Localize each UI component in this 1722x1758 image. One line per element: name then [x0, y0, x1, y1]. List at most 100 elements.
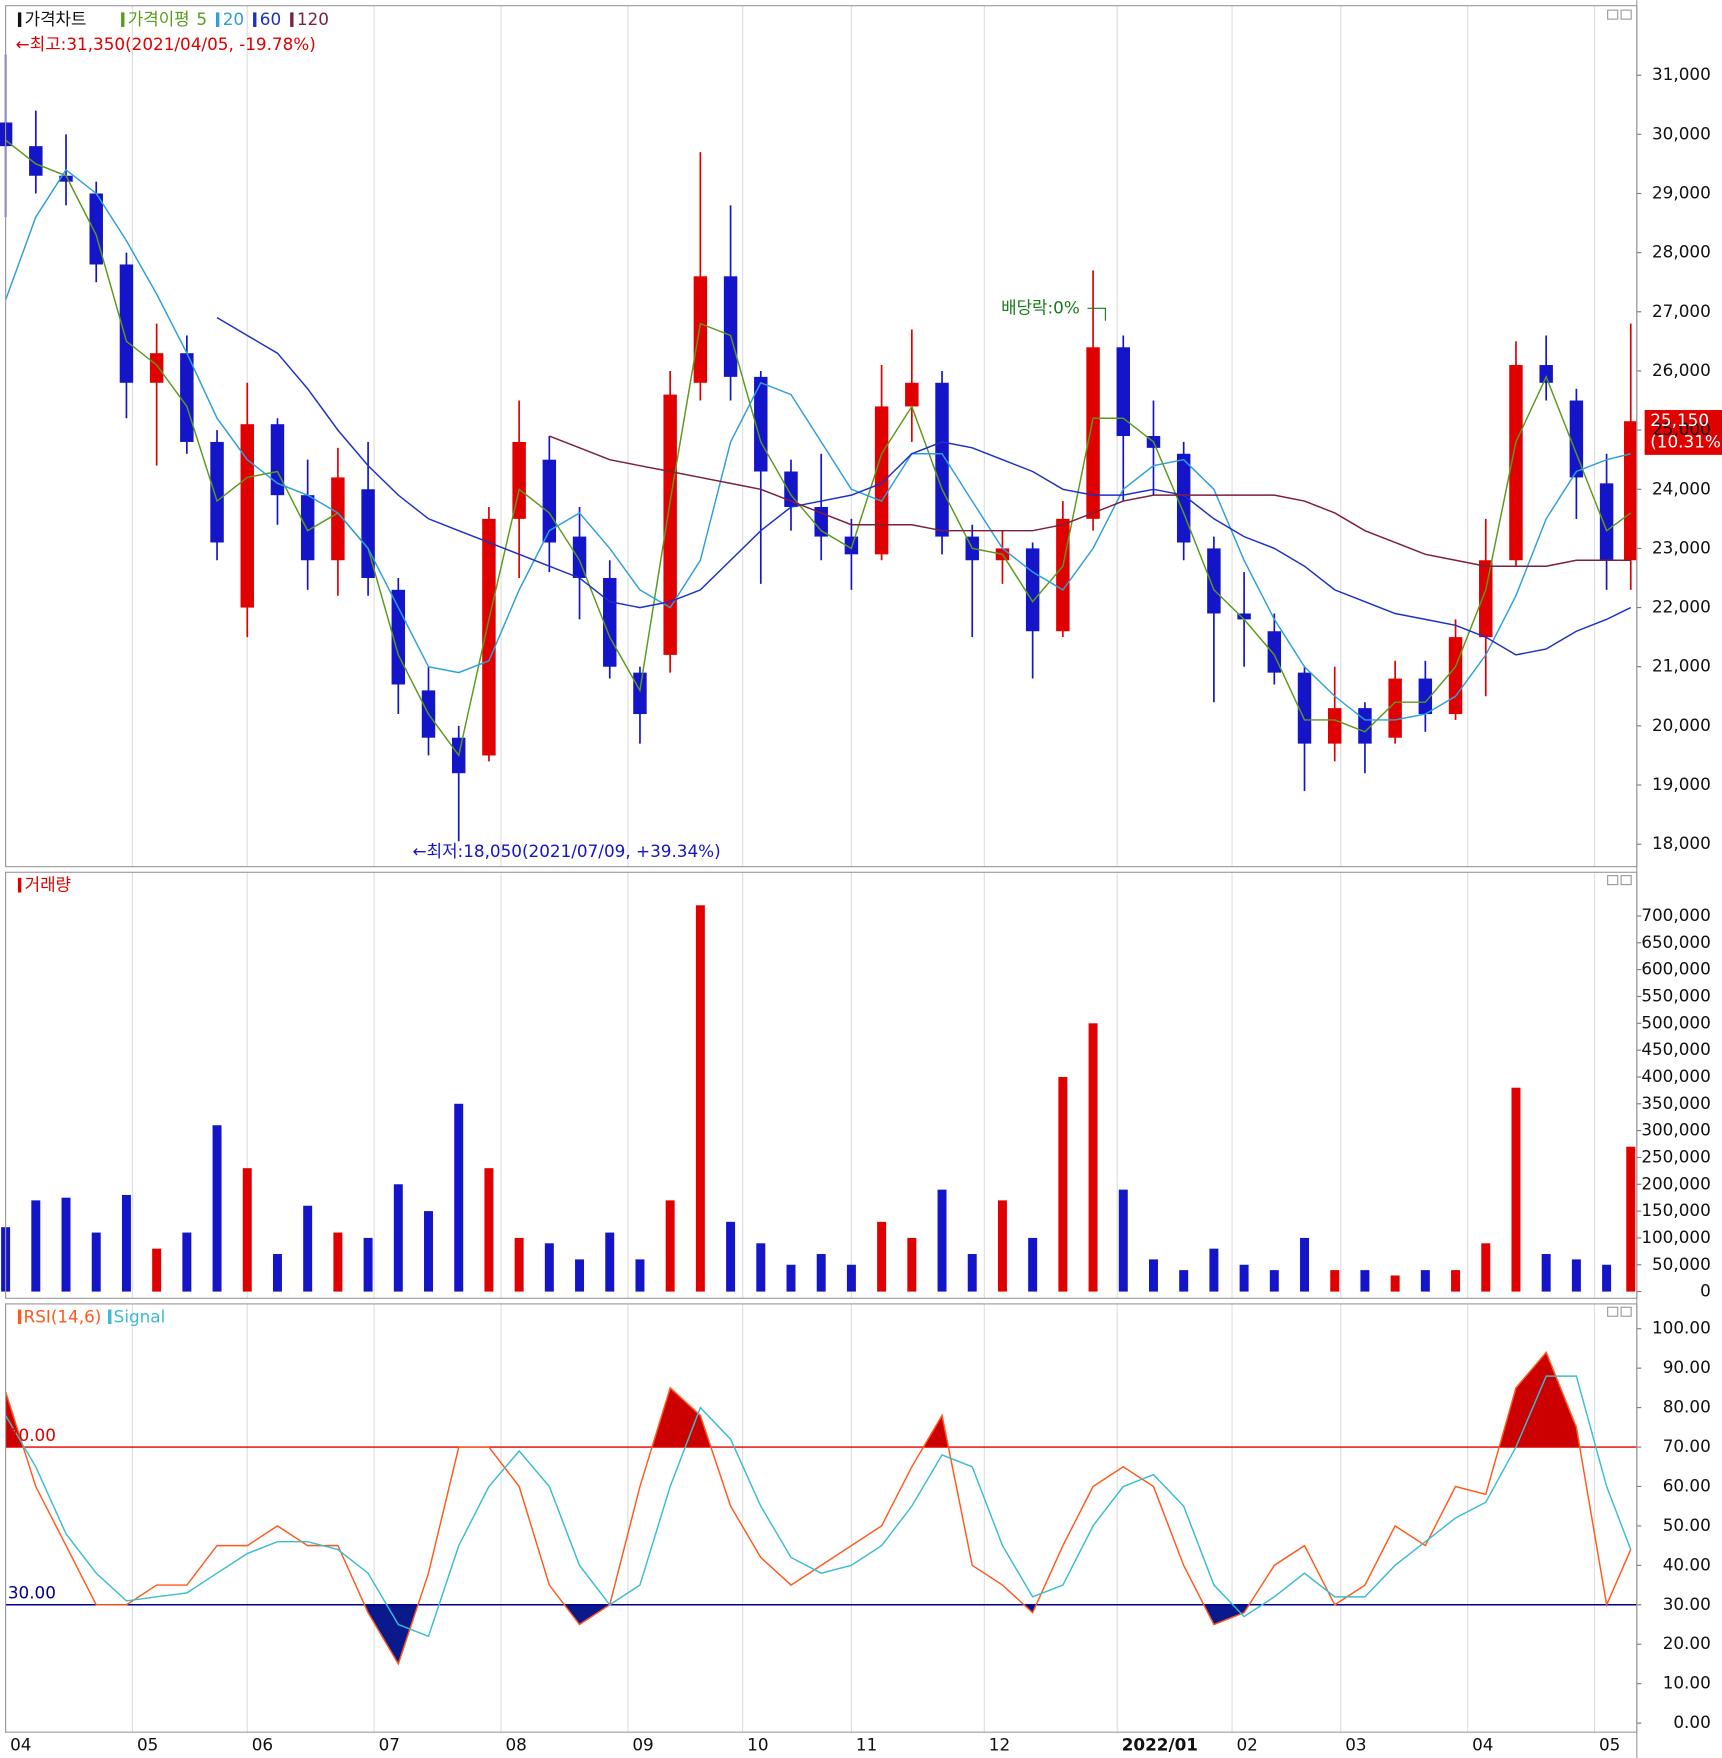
- candle-body: [29, 146, 43, 176]
- candle-body: [512, 441, 526, 519]
- panel-buttons[interactable]: [1607, 9, 1632, 1317]
- volume-bar: [997, 1200, 1007, 1292]
- candle-body: [240, 424, 254, 608]
- candle-body: [1599, 483, 1614, 561]
- y-tick-label: 550,000: [1641, 985, 1710, 1005]
- volume-bar: [1511, 1087, 1521, 1292]
- level-label: 70.00: [8, 1425, 56, 1445]
- y-tick-label: 24,000: [1652, 478, 1711, 498]
- y-tick-label: 30.00: [1663, 1594, 1711, 1614]
- x-tick-label: 07: [379, 1735, 400, 1755]
- minimize-button[interactable]: [1607, 9, 1619, 20]
- volume-bar: [242, 1168, 252, 1292]
- y-tick-label: 40.00: [1663, 1554, 1711, 1574]
- close-button[interactable]: [1620, 9, 1632, 20]
- candle-body: [844, 536, 859, 555]
- volume-bar: [303, 1205, 313, 1292]
- y-tick-label: 20,000: [1652, 715, 1711, 735]
- y-tick-label: 70.00: [1663, 1436, 1711, 1456]
- volume-bar: [424, 1211, 433, 1292]
- moving-average-line: [216, 317, 1632, 656]
- volume-bar: [695, 905, 705, 1292]
- volume-bar: [121, 1195, 131, 1292]
- candle-body: [1479, 560, 1493, 638]
- candle-body: [905, 382, 919, 407]
- volume-bar: [575, 1259, 585, 1292]
- y-tick-label: 600,000: [1641, 959, 1710, 979]
- x-tick-label: 09: [632, 1735, 653, 1755]
- volume-bar: [393, 1184, 403, 1292]
- y-tick-label: 26,000: [1652, 360, 1711, 380]
- volume-bar: [605, 1232, 615, 1292]
- close-button[interactable]: [1620, 1306, 1632, 1317]
- legend-label: Signal: [114, 1306, 166, 1326]
- volume-bar: [544, 1243, 554, 1292]
- candle-body: [482, 518, 496, 756]
- volume-bar: [1209, 1248, 1219, 1292]
- legend-swatch: [290, 12, 294, 27]
- y-tick-label: 100.00: [1652, 1318, 1711, 1338]
- minimize-button[interactable]: [1607, 1306, 1619, 1317]
- volume-bar: [726, 1221, 736, 1292]
- volume-bar: [1602, 1264, 1612, 1292]
- y-tick-label: 0: [1700, 1281, 1711, 1301]
- candle-body: [1237, 613, 1251, 620]
- volume-bar: [907, 1237, 917, 1292]
- x-tick-label: 05: [137, 1735, 158, 1755]
- y-tick-label: 31,000: [1652, 64, 1711, 84]
- volume-bar: [1420, 1270, 1430, 1292]
- candle-body: [331, 477, 345, 561]
- volume-bar: [514, 1237, 524, 1292]
- legend-label: 120: [297, 9, 329, 29]
- volume-bar: [967, 1254, 977, 1292]
- y-tick-label: 20.00: [1663, 1633, 1711, 1653]
- volume-bar: [1390, 1275, 1400, 1292]
- volume-bar: [846, 1264, 856, 1292]
- y-tick-label: 450,000: [1641, 1039, 1710, 1059]
- volume-bar: [786, 1264, 796, 1292]
- y-tick-label: 90.00: [1663, 1357, 1711, 1377]
- minimize-button[interactable]: [1607, 875, 1619, 886]
- volume-bar: [816, 1254, 826, 1292]
- close-button[interactable]: [1620, 875, 1632, 886]
- candle-body: [1297, 672, 1312, 744]
- volume-bar: [272, 1254, 282, 1292]
- last-price-box: [1644, 410, 1722, 455]
- price-title: 가격차트: [25, 9, 87, 29]
- volume-bar: [635, 1259, 645, 1292]
- volume-bar: [454, 1103, 464, 1292]
- rsi-line: [4, 1375, 1632, 1638]
- volume-bar: [1058, 1076, 1068, 1292]
- x-tick-label: 08: [505, 1735, 526, 1755]
- candle-body: [210, 441, 224, 543]
- volume-bar: [152, 1248, 162, 1292]
- candle-body: [119, 264, 134, 383]
- y-tick-label: 150,000: [1641, 1200, 1710, 1220]
- candle-body: [1509, 365, 1523, 561]
- volume-title: 거래량: [25, 875, 71, 895]
- x-tick-label: 2022/01: [1122, 1735, 1198, 1755]
- y-tick-label: 18,000: [1652, 833, 1711, 853]
- x-tick-label: 10: [747, 1735, 768, 1755]
- high-annotation: ←최고:31,350(2021/04/05, -19.78%): [16, 34, 316, 54]
- y-tick-label: 100,000: [1641, 1227, 1710, 1247]
- dividend-annotation: 배당락:0%: [1001, 297, 1080, 317]
- legend-label: 20: [223, 9, 244, 29]
- y-tick-label: 30,000: [1652, 123, 1711, 143]
- rsi-line: [4, 1351, 1632, 1666]
- x-tick-label: 12: [989, 1735, 1010, 1755]
- y-tick-label: 650,000: [1641, 932, 1710, 952]
- candle-body: [1569, 400, 1584, 478]
- low-annotation: ←최저:18,050(2021/07/09, +39.34%): [413, 841, 721, 861]
- oversold-fill: [96, 1604, 1607, 1664]
- last-price-label: 25,150: [1650, 410, 1709, 430]
- change-label: (10.31%): [1650, 432, 1722, 452]
- y-tick-label: 50.00: [1663, 1515, 1711, 1535]
- legend-label: RSI(14,6): [24, 1306, 102, 1326]
- legend-swatch: [17, 877, 22, 893]
- legend-swatch: [121, 12, 125, 27]
- volume-bar: [182, 1232, 192, 1292]
